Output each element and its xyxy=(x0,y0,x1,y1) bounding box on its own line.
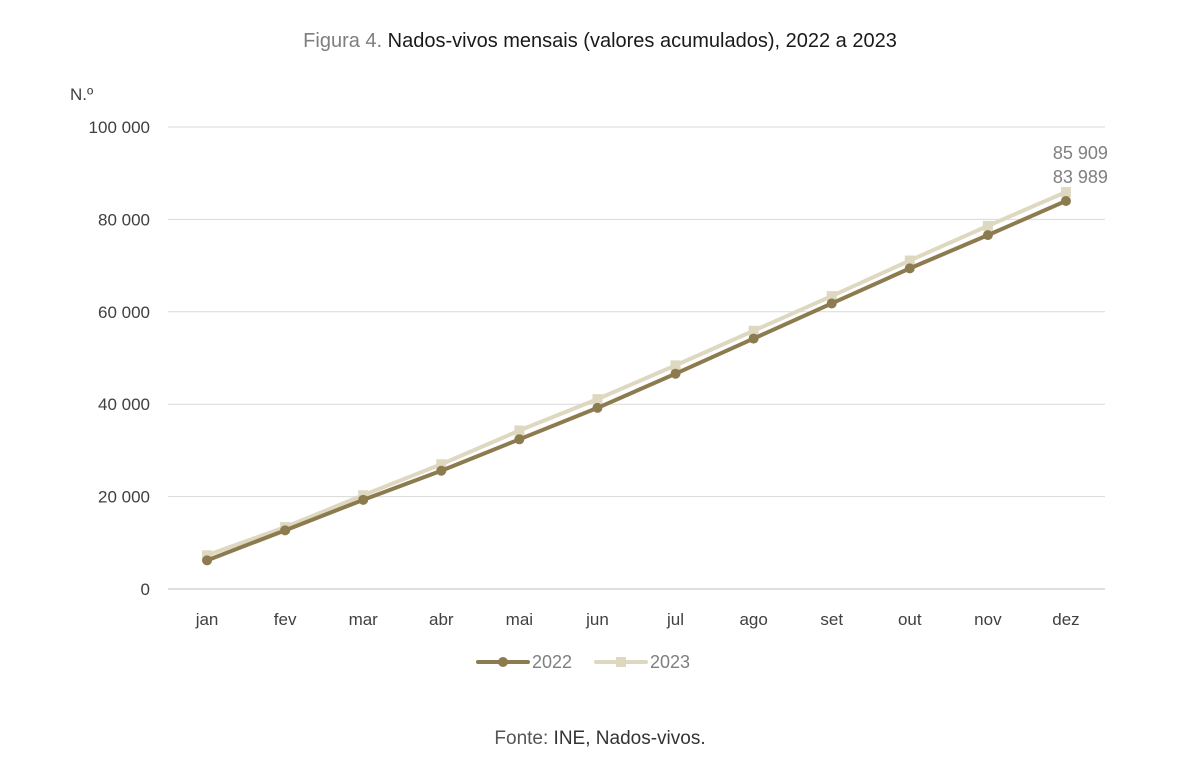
data-point-2022 xyxy=(904,263,915,274)
legend-marker-2023 xyxy=(616,657,626,667)
y-tick-label: 40 000 xyxy=(98,395,150,414)
data-point-2023 xyxy=(670,360,681,371)
x-tick-label: out xyxy=(898,610,922,629)
y-tick-label: 20 000 xyxy=(98,488,150,507)
data-point-2022 xyxy=(982,230,993,241)
data-point-2022 xyxy=(1060,195,1071,206)
legend-label-2022: 2022 xyxy=(532,652,572,672)
x-tick-label: abr xyxy=(429,610,454,629)
data-point-2022 xyxy=(592,402,603,413)
legend-marker-2022 xyxy=(498,657,508,667)
y-axis-unit-label: N.º xyxy=(70,85,93,104)
x-tick-label: jul xyxy=(666,610,684,629)
series-line-2022 xyxy=(205,198,1068,563)
data-point-2022 xyxy=(358,494,369,505)
data-point-2023 xyxy=(904,255,915,266)
x-tick-label: dez xyxy=(1052,610,1079,629)
data-point-2022 xyxy=(670,368,681,379)
data-point-2022 xyxy=(826,298,837,309)
source-note: Fonte: INE, Nados-vivos. xyxy=(0,728,1200,750)
x-tick-label: mar xyxy=(349,610,379,629)
data-point-2022 xyxy=(436,465,447,476)
series-line-2023 xyxy=(205,190,1068,558)
data-label-2023-dez: 85 909 xyxy=(1053,143,1108,163)
x-tick-label: fev xyxy=(274,610,297,629)
y-tick-label: 80 000 xyxy=(98,210,150,229)
data-point-2022 xyxy=(514,434,525,445)
data-point-2023 xyxy=(748,325,759,336)
y-tick-label: 60 000 xyxy=(98,303,150,322)
data-point-2023 xyxy=(436,459,447,470)
figure-title: Nados-vivos mensais (valores acumulados)… xyxy=(387,30,897,52)
y-tick-label: 0 xyxy=(141,580,150,599)
data-point-2023 xyxy=(982,220,993,231)
data-point-2023 xyxy=(202,550,213,561)
chart-title: Figura 4. Nados-vivos mensais (valores a… xyxy=(0,30,1200,53)
source-label: Fonte: xyxy=(494,728,549,749)
legend-label-2023: 2023 xyxy=(650,652,690,672)
x-tick-label: jan xyxy=(195,610,219,629)
y-tick-label: 100 000 xyxy=(89,118,150,137)
x-tick-label: ago xyxy=(739,610,767,629)
x-tick-label: nov xyxy=(974,610,1002,629)
data-point-2023 xyxy=(592,394,603,405)
data-point-2023 xyxy=(514,425,525,436)
x-tick-label: mai xyxy=(506,610,533,629)
x-tick-label: set xyxy=(820,610,843,629)
data-label-2022-dez: 83 989 xyxy=(1053,167,1108,187)
data-point-2022 xyxy=(280,525,291,536)
data-point-2022 xyxy=(748,333,759,344)
data-point-2023 xyxy=(1060,187,1071,198)
x-tick-label: jun xyxy=(585,610,609,629)
data-point-2023 xyxy=(826,291,837,302)
source-text: INE, Nados-vivos. xyxy=(553,728,706,749)
data-point-2022 xyxy=(202,555,213,566)
figure-number: Figura 4. xyxy=(303,30,383,52)
